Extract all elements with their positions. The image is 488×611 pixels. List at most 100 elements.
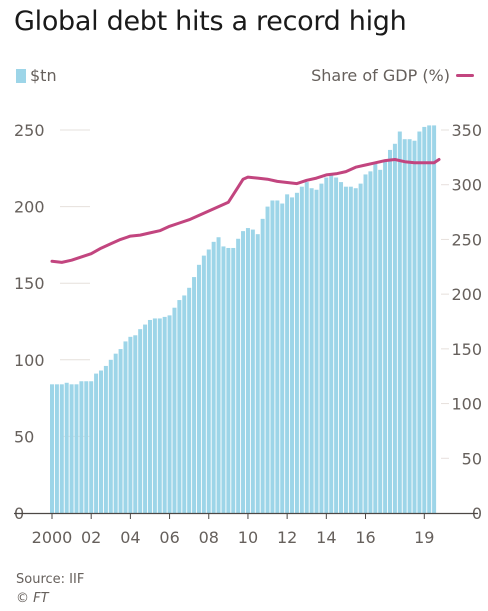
x-tick-label: 04 [120,528,140,547]
debt-bar [383,160,388,513]
legend-debt-swatch [16,68,26,83]
x-tick-label: 2000 [32,528,73,547]
debt-bar [138,329,143,513]
debt-bar [353,188,358,513]
legend-debt: $tn [16,66,57,85]
debt-bar [211,241,216,513]
gdp-share-line-layer [50,158,441,264]
debt-bar [275,200,280,514]
debt-bar [285,194,290,513]
y-right-tick-label: 100 [451,395,482,414]
debt-bar [123,341,128,513]
debt-bar [79,381,84,513]
debt-bar [236,238,241,513]
debt-bar [128,336,133,513]
y-left-tick-label: 150 [14,274,45,293]
debt-bar [74,384,79,513]
debt-bar [314,189,319,514]
debt-bar [427,125,432,514]
debt-bar [329,174,334,514]
debt-bar [118,349,123,513]
debt-bars [50,125,437,514]
source-note: Source: IIF [16,572,85,587]
debt-bar [417,131,422,514]
debt-bar [402,139,407,513]
debt-bar [412,140,417,513]
debt-bar [94,373,99,513]
x-tick-label: 06 [159,528,179,547]
y-right-tick-label: 50 [462,449,482,468]
x-tick-label: 14 [316,528,336,547]
debt-bar [304,182,309,513]
y-left-tick-label: 50 [14,427,34,446]
debt-bar [388,149,393,513]
debt-bar [265,206,270,513]
legend-debt-label: $tn [30,66,57,85]
gdp-share-line [50,158,441,264]
debt-bar [221,246,226,513]
x-tick-label: 12 [277,528,297,547]
axes: 0501001502002500501001502002503003502000… [14,121,482,547]
x-tick-label: 08 [199,528,219,547]
debt-bar [84,381,89,513]
y-left-tick-label: 250 [14,121,45,140]
debt-bar [334,177,339,513]
debt-bar [407,139,412,513]
debt-bar [378,169,383,513]
debt-bar [231,247,236,514]
debt-bar [196,264,201,513]
debt-bar [187,287,192,513]
debt-bar [59,384,64,513]
legend-gdp-line [456,74,474,77]
y-left-tick-label: 100 [14,351,45,370]
debt-bar [319,183,324,513]
debt-bar [339,182,344,513]
debt-bar [172,307,177,513]
debt-bar [368,171,373,513]
debt-bar [206,249,211,513]
chart-title: Global debt hits a record high [14,6,407,37]
debt-bar [358,183,363,513]
debt-bar [348,186,353,513]
debt-bar [201,255,206,513]
debt-bar [54,384,59,513]
debt-bar [241,231,246,513]
debt-bar [177,300,182,513]
debt-bar [64,382,69,513]
debt-bar [89,381,94,513]
grid-lines [60,129,449,459]
x-tick-label: 10 [238,528,258,547]
credit-note: © FT [16,591,49,606]
debt-bar [152,318,157,513]
debt-bar [299,186,304,513]
debt-bar [147,319,152,513]
debt-bar [280,203,285,513]
debt-bar [260,218,265,513]
debt-bar [270,200,275,514]
y-left-tick-label: 200 [14,198,45,217]
debt-bar [98,370,103,513]
debt-bar [255,234,260,513]
debt-bar [182,295,187,513]
y-right-tick-label: 300 [451,176,482,195]
debt-bar [192,277,197,513]
y-right-tick-label: 250 [451,230,482,249]
debt-bar [167,315,172,513]
debt-bar [108,359,113,513]
debt-bar [69,384,74,513]
debt-bar [250,229,255,513]
legend-gdp-label: Share of GDP (%) [311,66,450,85]
debt-bar [103,365,108,513]
x-tick-label: 16 [355,528,375,547]
debt-bar [294,192,299,513]
debt-bar [113,353,118,513]
debt-bar [216,237,221,514]
debt-bar [309,188,314,513]
debt-bar [50,384,55,513]
debt-bar [324,177,329,513]
debt-bar [226,247,231,514]
legend-gdp-share: Share of GDP (%) [311,66,474,85]
debt-bar [422,126,427,513]
debt-bar [363,174,368,514]
debt-bar [245,228,250,513]
